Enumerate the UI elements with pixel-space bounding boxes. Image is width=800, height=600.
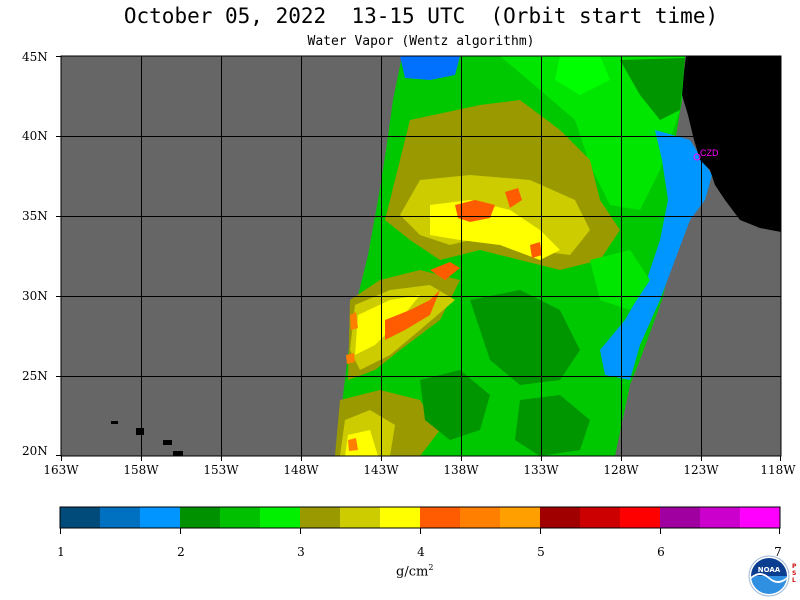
colorbar-segment [300, 507, 341, 528]
units-superscript: 2 [428, 563, 434, 572]
lat-label-45n: 45N [22, 50, 48, 64]
colorbar-segment [340, 507, 381, 528]
svg-text:NOAA: NOAA [758, 566, 781, 574]
axis-ticks [56, 56, 781, 461]
colorbar-segment [540, 507, 581, 528]
lon-label-138w: 138W [443, 463, 479, 477]
colorbar-segment [740, 507, 781, 528]
colorbar [60, 507, 781, 528]
colorbar-segment [500, 507, 541, 528]
lon-label-148w: 148W [283, 463, 319, 477]
lat-label-20n: 20N [22, 444, 48, 458]
colorbar-tick-2: 2 [177, 545, 185, 559]
colorbar-tick-6: 6 [657, 545, 665, 559]
colorbar-tick-3: 3 [297, 545, 305, 559]
colorbar-segment [60, 507, 101, 528]
water-vapor-swath [335, 56, 712, 456]
lon-label-118w: 118W [760, 463, 796, 477]
colorbar-segment [380, 507, 421, 528]
colorbar-segment [260, 507, 301, 528]
colorbar-segment [420, 507, 461, 528]
station-marker: CZD [693, 148, 719, 161]
colorbar-segment [700, 507, 741, 528]
psl-letter: S [792, 570, 797, 577]
lat-label-25n: 25N [22, 369, 48, 383]
colorbar-segment [220, 507, 261, 528]
colorbar-tick-5: 5 [537, 545, 545, 559]
lat-label-40n: 40N [22, 129, 48, 143]
lon-label-163w: 163W [43, 463, 79, 477]
station-label: CZD [700, 148, 719, 158]
colorbar-segment [180, 507, 221, 528]
chart-title: October 05, 2022 13-15 UTC (Orbit start … [123, 4, 719, 28]
colorbar-segment [140, 507, 181, 528]
lon-label-143w: 143W [363, 463, 399, 477]
colorbar-segment [580, 507, 621, 528]
lat-label-30n: 30N [22, 289, 48, 303]
lon-label-153w: 153W [203, 463, 239, 477]
map-frame [60, 55, 782, 457]
colorbar-segment [100, 507, 141, 528]
lon-label-158w: 158W [123, 463, 159, 477]
lat-label-35n: 35N [22, 209, 48, 223]
psl-letter: P [792, 563, 797, 570]
noaa-logo-icon: NOAA [748, 555, 790, 597]
lon-label-128w: 128W [603, 463, 639, 477]
psl-letter: L [792, 577, 796, 584]
units-text: g/cm [396, 564, 429, 580]
colorbar-tick-1: 1 [57, 545, 65, 559]
colorbar-units: g/cm2 [396, 563, 433, 579]
colorbar-tick-4: 4 [417, 545, 425, 559]
chart-subtitle: Water Vapor (Wentz algorithm) [307, 34, 535, 49]
colorbar-ticks [60, 528, 780, 534]
map-grid [61, 56, 781, 456]
north-america-land [682, 56, 781, 232]
colorbar-segment [660, 507, 701, 528]
colorbar-tick-7: 7 [774, 545, 782, 559]
lon-label-123w: 123W [683, 463, 719, 477]
colorbar-segment [620, 507, 661, 528]
colorbar-segment [460, 507, 501, 528]
lon-label-133w: 133W [523, 463, 559, 477]
hawaii-islands [111, 421, 183, 456]
